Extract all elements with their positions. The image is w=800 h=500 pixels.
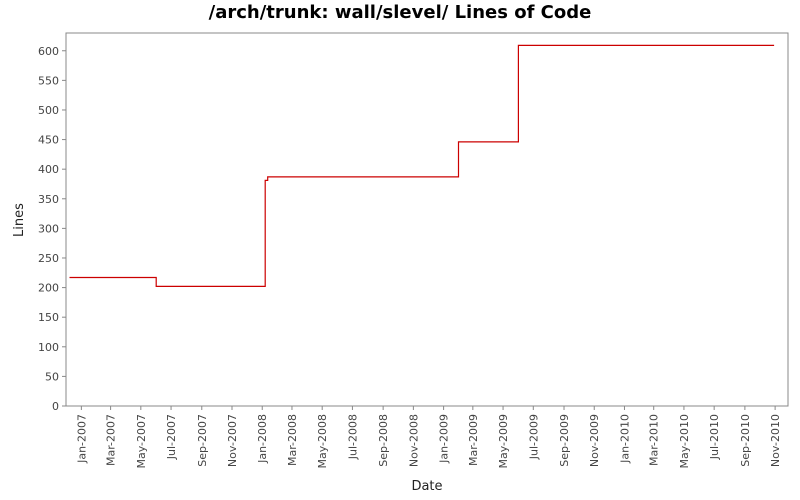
x-tick-label: Jan-2008 — [256, 414, 269, 464]
y-tick-label: 250 — [38, 252, 59, 265]
x-tick-label: Nov-2010 — [769, 414, 782, 467]
y-tick-label: 550 — [38, 74, 59, 87]
x-axis-title: Date — [411, 479, 442, 494]
x-tick-label: Nov-2007 — [226, 414, 239, 467]
y-tick-label: 400 — [38, 163, 59, 176]
x-tick-label: Jul-2009 — [527, 414, 540, 460]
x-tick-label: May-2008 — [316, 414, 329, 469]
x-tick-label: Jul-2010 — [708, 414, 721, 460]
x-tick-label: Jul-2008 — [346, 414, 359, 460]
y-tick-label: 200 — [38, 282, 59, 295]
x-tick-label: Sep-2009 — [558, 414, 571, 467]
x-tick-label: Jan-2009 — [438, 414, 451, 464]
y-tick-label: 50 — [45, 370, 59, 383]
x-tick-label: Jan-2007 — [75, 414, 88, 464]
y-tick-label: 500 — [38, 104, 59, 117]
x-tick-label: Sep-2007 — [196, 414, 209, 467]
x-tick-label: Mar-2010 — [648, 414, 661, 466]
y-tick-label: 450 — [38, 134, 59, 147]
y-tick-label: 600 — [38, 45, 59, 58]
x-tick-label: Sep-2008 — [377, 414, 390, 467]
series-layer — [69, 44, 775, 287]
y-axis: 0 50 100 150 200 250 300 350 400 450 500 550 600 — [38, 45, 66, 413]
chart-title: /arch/trunk: wall/slevel/ Lines of Code — [208, 2, 592, 23]
x-tick-label: Jul-2007 — [165, 414, 178, 460]
y-axis-title: Lines — [12, 203, 27, 237]
x-tick-label: Mar-2008 — [286, 414, 299, 466]
x-tick-label: Jan-2010 — [618, 414, 631, 464]
y-tick-label: 150 — [38, 311, 59, 324]
x-tick-label: Nov-2008 — [407, 414, 420, 467]
y-tick-label: 0 — [52, 400, 59, 413]
x-tick-label: May-2009 — [497, 414, 510, 469]
x-tick-label: May-2010 — [678, 414, 691, 469]
x-tick-label: Sep-2010 — [739, 414, 752, 467]
x-tick-label: Mar-2009 — [467, 414, 480, 466]
x-tick-label: May-2007 — [135, 414, 148, 469]
y-tick-label: 100 — [38, 341, 59, 354]
x-tick-label: Mar-2007 — [105, 414, 118, 466]
plot-area — [65, 32, 789, 407]
x-axis: Jan-2007 Mar-2007 May-2007 Jul-2007 Sep-2007… — [75, 406, 782, 469]
x-tick-label: Nov-2009 — [588, 414, 601, 467]
y-tick-label: 300 — [38, 222, 59, 235]
y-tick-label: 350 — [38, 193, 59, 206]
series-line — [69, 44, 775, 287]
